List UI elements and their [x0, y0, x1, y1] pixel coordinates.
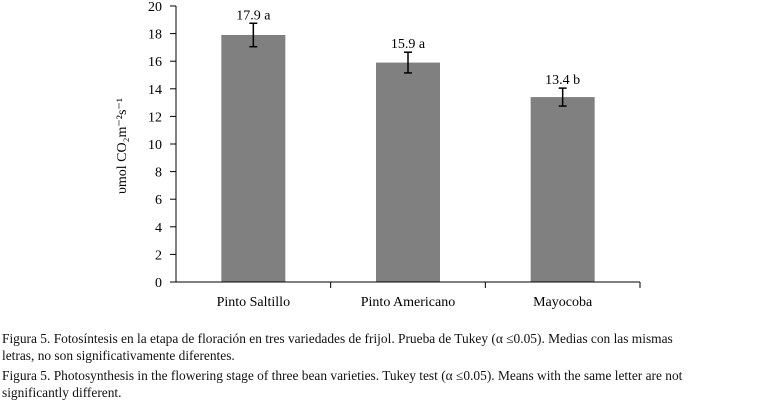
y-tick-label: 0	[155, 276, 162, 291]
data-label: 13.4 b	[545, 73, 580, 88]
y-tick-label: 4	[155, 221, 162, 236]
y-tick-label: 12	[148, 110, 162, 125]
y-axis-ticks: 0 2 4 6 8 10 12 14 16 18 20	[148, 0, 176, 291]
bar-chart: 0 2 4 6 8 10 12 14 16 18 20 17.9 a 15.9 a 13.4 b Pin…	[115, 0, 641, 310]
bar	[530, 97, 595, 282]
caption-es-line-1: Figura 5. Fotosíntesis en la etapa de fl…	[2, 331, 673, 346]
caption-en-line-2: significantly different.	[2, 385, 122, 400]
bars: 17.9 a 15.9 a 13.4 b	[221, 8, 595, 283]
caption-en-line-1: Figura 5. Photosynthesis in the flowerin…	[2, 368, 683, 383]
data-label: 17.9 a	[236, 8, 271, 23]
x-tick-label: Pinto Americano	[361, 295, 456, 310]
y-tick-label: 10	[148, 138, 162, 153]
y-tick-label: 20	[148, 0, 162, 15]
y-axis-label: υmol CO₂m⁻²s⁻¹	[115, 98, 130, 194]
y-tick-label: 14	[148, 83, 162, 98]
data-label: 15.9 a	[391, 37, 426, 52]
x-tick-label: Pinto Saltillo	[217, 295, 291, 310]
bar	[376, 62, 440, 282]
bar	[221, 34, 286, 283]
y-tick-label: 16	[148, 55, 162, 70]
caption-es-line-2: letras, no son significativamente difere…	[2, 348, 235, 363]
y-tick-label: 6	[155, 193, 162, 208]
y-tick-label: 8	[155, 166, 162, 181]
caption-english: Figura 5. Photosynthesis in the flowerin…	[2, 367, 759, 401]
y-tick-label: 2	[155, 248, 162, 263]
x-axis-labels: Pinto Saltillo Pinto Americano Mayocoba	[217, 282, 641, 310]
x-tick-label: Mayocoba	[533, 295, 593, 310]
caption-spanish: Figura 5. Fotosíntesis en la etapa de fl…	[2, 330, 759, 364]
y-tick-label: 18	[148, 28, 162, 43]
